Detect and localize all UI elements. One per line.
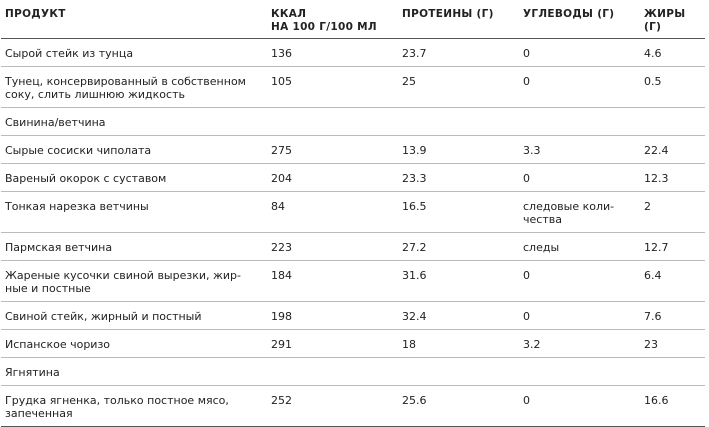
value-cell: 16.5 bbox=[398, 191, 519, 233]
value-cell: 23 bbox=[640, 329, 705, 358]
data-row: Сырой стейк из тунца 136 23.7 0 4.6 bbox=[1, 38, 705, 67]
value-cell: 25.6 bbox=[398, 385, 519, 427]
value-cell: 18 bbox=[398, 329, 519, 358]
product-name: Испанское чоризо bbox=[1, 329, 267, 358]
value-cell: 0 bbox=[519, 260, 640, 302]
value-cell: 7.6 bbox=[640, 301, 705, 330]
value-cell: 0 bbox=[519, 38, 640, 67]
data-row: Тонкая нарезка ветчины 84 16.5 следовые кол… bbox=[1, 191, 705, 233]
value-cell: 0.5 bbox=[640, 66, 705, 108]
product-name: Тунец, консервированный в собственном со… bbox=[1, 66, 267, 108]
product-name: Пармская ветчина bbox=[1, 232, 267, 261]
product-name: Свиной стейк, жирный и постный bbox=[1, 301, 267, 330]
column-header: УГЛЕВОДЫ (Г) bbox=[519, 0, 640, 39]
value-cell: 252 bbox=[267, 385, 398, 427]
section-title: Свинина/ветчина bbox=[1, 107, 705, 136]
value-cell: следы bbox=[519, 232, 640, 261]
value-cell: 105 bbox=[267, 66, 398, 108]
product-name: Сырой стейк из тунца bbox=[1, 38, 267, 67]
data-row: Вареный окорок с суставом 204 23.3 0 12.3 bbox=[1, 163, 705, 192]
data-row: Тунец, консервированный в собственном со… bbox=[1, 66, 705, 108]
value-cell: 12.3 bbox=[640, 163, 705, 192]
value-cell: 6.4 bbox=[640, 260, 705, 302]
value-cell: 23.3 bbox=[398, 163, 519, 192]
data-row: Сырые сосиски чиполата 275 13.9 3.3 22.4 bbox=[1, 135, 705, 164]
column-header: ККАЛ НА 100 Г/100 МЛ bbox=[267, 0, 398, 39]
value-cell: 0 bbox=[519, 301, 640, 330]
data-row: Пармская ветчина 223 27.2 следы 12.7 bbox=[1, 232, 705, 261]
value-cell: 0 bbox=[519, 66, 640, 108]
product-name: Вареный окорок с суставом bbox=[1, 163, 267, 192]
value-cell: 22.4 bbox=[640, 135, 705, 164]
data-row: Свиной стейк, жирный и постный 198 32.4 0 7.… bbox=[1, 301, 705, 330]
data-row: Жареные кусочки свиной вырезки, жир- ные… bbox=[1, 260, 705, 302]
value-cell: 23.7 bbox=[398, 38, 519, 67]
value-cell: 198 bbox=[267, 301, 398, 330]
section-row: Свинина/ветчина bbox=[1, 107, 705, 136]
product-name: Сырые сосиски чиполата bbox=[1, 135, 267, 164]
header-row: ПРОДУКТ ККАЛ НА 100 Г/100 МЛ ПРОТЕИНЫ (Г) У… bbox=[1, 0, 705, 39]
value-cell: 291 bbox=[267, 329, 398, 358]
value-cell: 13.9 bbox=[398, 135, 519, 164]
value-cell: 12.7 bbox=[640, 232, 705, 261]
column-header: ПРОТЕИНЫ (Г) bbox=[398, 0, 519, 39]
value-cell: 0 bbox=[519, 163, 640, 192]
data-row: Грудка ягненка, только постное мясо, зап… bbox=[1, 385, 705, 427]
value-cell: 184 bbox=[267, 260, 398, 302]
value-cell: 275 bbox=[267, 135, 398, 164]
value-cell: 3.2 bbox=[519, 329, 640, 358]
value-cell: 136 bbox=[267, 38, 398, 67]
column-header: ЖИРЫ (Г) bbox=[640, 0, 705, 39]
value-cell: 27.2 bbox=[398, 232, 519, 261]
product-name: Жареные кусочки свиной вырезки, жир- ные… bbox=[1, 260, 267, 302]
product-name: Тонкая нарезка ветчины bbox=[1, 191, 267, 233]
value-cell: 0 bbox=[519, 385, 640, 427]
column-header: ПРОДУКТ bbox=[1, 0, 267, 39]
value-cell: 84 bbox=[267, 191, 398, 233]
value-cell: 25 bbox=[398, 66, 519, 108]
data-row: Испанское чоризо 291 18 3.2 23 bbox=[1, 329, 705, 358]
value-cell: 3.3 bbox=[519, 135, 640, 164]
section-row: Ягнятина bbox=[1, 357, 705, 386]
value-cell: 2 bbox=[640, 191, 705, 233]
value-cell: 223 bbox=[267, 232, 398, 261]
value-cell: 4.6 bbox=[640, 38, 705, 67]
value-cell: 32.4 bbox=[398, 301, 519, 330]
value-cell: 31.6 bbox=[398, 260, 519, 302]
product-name: Грудка ягненка, только постное мясо, зап… bbox=[1, 385, 267, 427]
value-cell: 16.6 bbox=[640, 385, 705, 427]
section-title: Ягнятина bbox=[1, 357, 705, 386]
value-cell: 204 bbox=[267, 163, 398, 192]
value-cell: следовые коли- чества bbox=[519, 191, 640, 233]
